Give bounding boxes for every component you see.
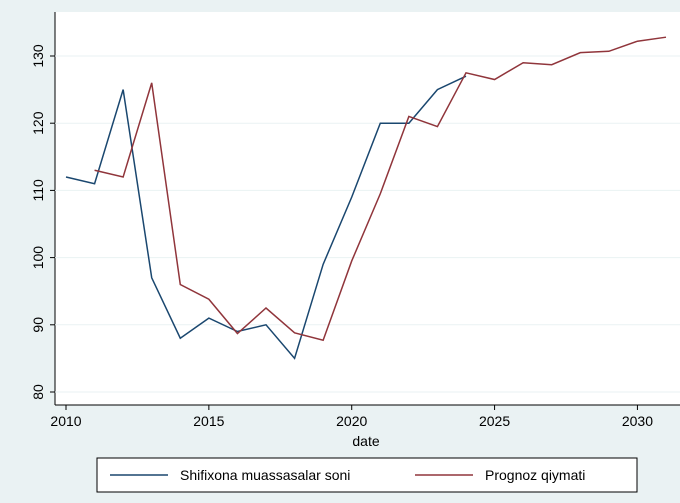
x-tick-label: 2020 [336,413,367,429]
plot-area [55,12,680,405]
y-tick-label: 100 [30,246,46,270]
y-tick-label: 130 [30,44,46,68]
legend [96,457,638,493]
x-tick-label: 2010 [50,413,81,429]
legend-label: Shifixona muassasalar soni [180,467,350,483]
x-tick-label: 2030 [622,413,653,429]
x-axis-label: date [352,433,379,449]
y-tick-label: 120 [30,111,46,135]
series-line [94,36,667,342]
x-tick-label: 2025 [479,413,510,429]
y-tick-label: 90 [30,317,46,333]
legend-label: Prognoz qiymati [485,467,585,483]
y-tick-label: 80 [30,384,46,400]
x-tick-label: 2015 [193,413,224,429]
series-line [65,75,467,360]
y-tick-label: 110 [30,179,46,202]
